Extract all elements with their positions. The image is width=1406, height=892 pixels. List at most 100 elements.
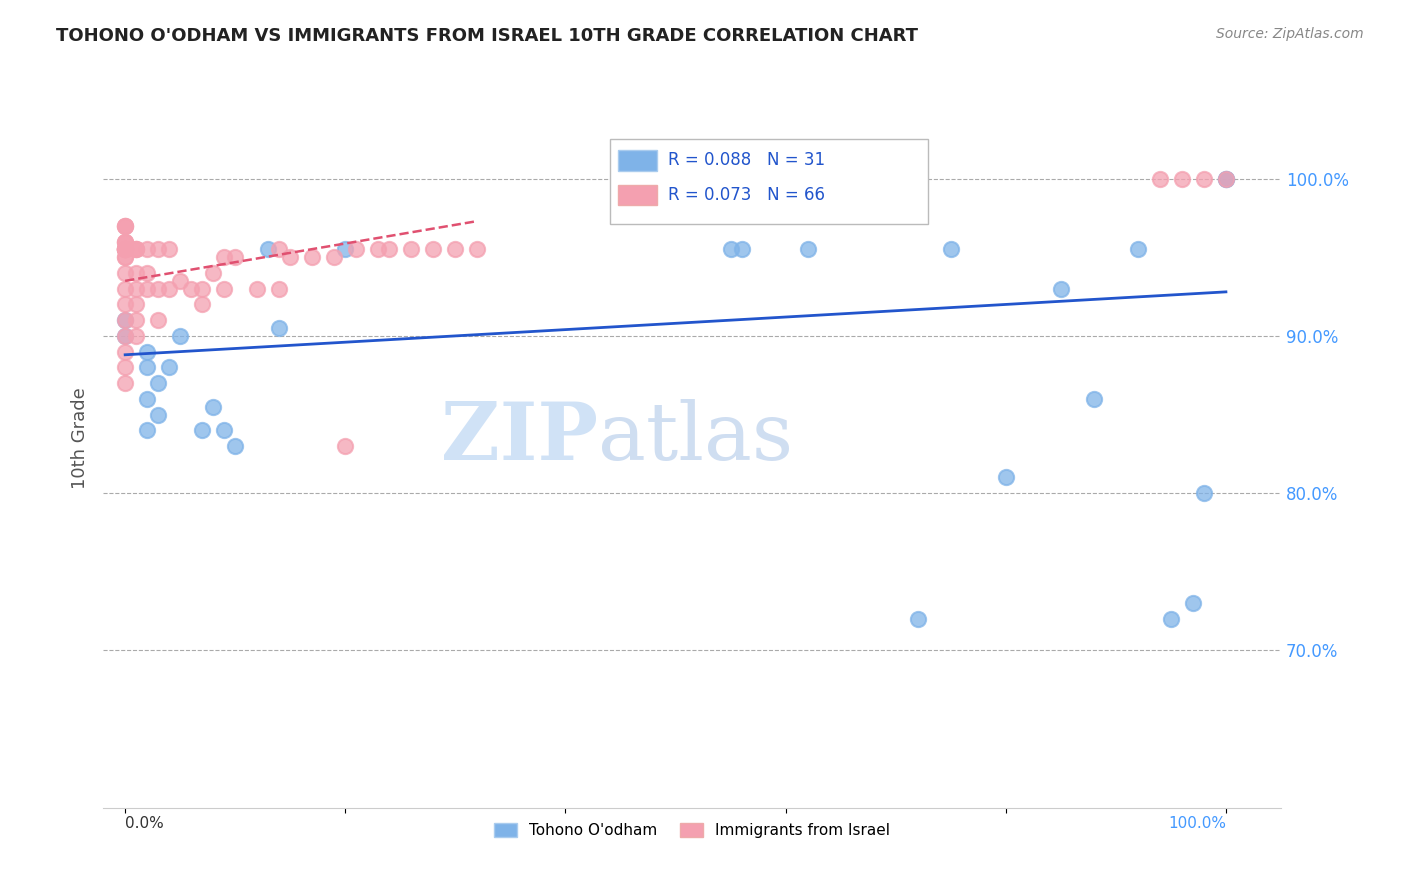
FancyBboxPatch shape xyxy=(610,139,928,224)
Point xyxy=(114,297,136,311)
Point xyxy=(730,243,752,257)
Legend: Tohono O'odham, Immigrants from Israel: Tohono O'odham, Immigrants from Israel xyxy=(488,817,897,845)
Point xyxy=(720,243,742,257)
Point xyxy=(278,250,301,264)
Point xyxy=(907,612,929,626)
Point xyxy=(146,408,169,422)
Point xyxy=(212,250,235,264)
Point xyxy=(114,282,136,296)
Y-axis label: 10th Grade: 10th Grade xyxy=(72,387,89,489)
Point xyxy=(1181,596,1204,610)
Point xyxy=(994,470,1017,484)
Point xyxy=(114,219,136,233)
Point xyxy=(257,243,280,257)
Point xyxy=(125,329,148,343)
Point xyxy=(114,344,136,359)
Point xyxy=(146,313,169,327)
Point xyxy=(136,243,159,257)
Point xyxy=(1215,171,1237,186)
Point xyxy=(125,243,148,257)
Point xyxy=(212,423,235,437)
Point xyxy=(114,243,136,257)
FancyBboxPatch shape xyxy=(617,150,657,170)
Point xyxy=(136,266,159,280)
Point xyxy=(422,243,444,257)
FancyBboxPatch shape xyxy=(617,185,657,205)
Point xyxy=(939,243,962,257)
Point xyxy=(202,400,225,414)
Point xyxy=(136,360,159,375)
Point xyxy=(202,266,225,280)
Point xyxy=(269,321,291,335)
Point xyxy=(335,439,357,453)
Point xyxy=(114,266,136,280)
Point xyxy=(136,423,159,437)
Point xyxy=(125,266,148,280)
Point xyxy=(796,243,818,257)
Point xyxy=(114,329,136,343)
Point xyxy=(212,282,235,296)
Point xyxy=(114,219,136,233)
Point xyxy=(114,243,136,257)
Text: ZIP: ZIP xyxy=(441,399,598,477)
Point xyxy=(180,282,202,296)
Point xyxy=(125,297,148,311)
Point xyxy=(1049,282,1071,296)
Point xyxy=(146,376,169,390)
Point xyxy=(1192,486,1215,500)
Point xyxy=(246,282,269,296)
Point xyxy=(114,243,136,257)
Point xyxy=(146,243,169,257)
Point xyxy=(344,243,367,257)
Point xyxy=(114,243,136,257)
Text: Source: ZipAtlas.com: Source: ZipAtlas.com xyxy=(1216,27,1364,41)
Point xyxy=(191,297,214,311)
Point xyxy=(367,243,389,257)
Text: atlas: atlas xyxy=(598,399,793,477)
Point xyxy=(114,250,136,264)
Point xyxy=(378,243,401,257)
Point xyxy=(1160,612,1182,626)
Point xyxy=(136,282,159,296)
Point xyxy=(136,344,159,359)
Text: R = 0.088   N = 31: R = 0.088 N = 31 xyxy=(668,151,825,169)
Point xyxy=(114,235,136,249)
Point xyxy=(157,282,180,296)
Point xyxy=(1149,171,1171,186)
Point xyxy=(114,250,136,264)
Point xyxy=(1215,171,1237,186)
Point xyxy=(335,243,357,257)
Point xyxy=(114,329,136,343)
Point xyxy=(146,282,169,296)
Text: TOHONO O'ODHAM VS IMMIGRANTS FROM ISRAEL 10TH GRADE CORRELATION CHART: TOHONO O'ODHAM VS IMMIGRANTS FROM ISRAEL… xyxy=(56,27,918,45)
Point xyxy=(114,243,136,257)
Point xyxy=(169,274,191,288)
Point xyxy=(467,243,489,257)
Point xyxy=(114,243,136,257)
Point xyxy=(169,329,191,343)
Point xyxy=(191,282,214,296)
Point xyxy=(136,392,159,406)
Point xyxy=(269,282,291,296)
Point xyxy=(1126,243,1149,257)
Point xyxy=(191,423,214,437)
Point xyxy=(157,243,180,257)
Point xyxy=(114,243,136,257)
Point xyxy=(125,282,148,296)
Point xyxy=(323,250,346,264)
Point xyxy=(1192,171,1215,186)
Text: R = 0.073   N = 66: R = 0.073 N = 66 xyxy=(668,186,825,204)
Point xyxy=(444,243,467,257)
Point xyxy=(125,313,148,327)
Point xyxy=(157,360,180,375)
Point xyxy=(114,360,136,375)
Point xyxy=(114,376,136,390)
Point xyxy=(269,243,291,257)
Point xyxy=(125,243,148,257)
Point xyxy=(1215,171,1237,186)
Text: 100.0%: 100.0% xyxy=(1168,815,1226,830)
Point xyxy=(401,243,423,257)
Point xyxy=(224,439,246,453)
Point xyxy=(1083,392,1105,406)
Point xyxy=(114,235,136,249)
